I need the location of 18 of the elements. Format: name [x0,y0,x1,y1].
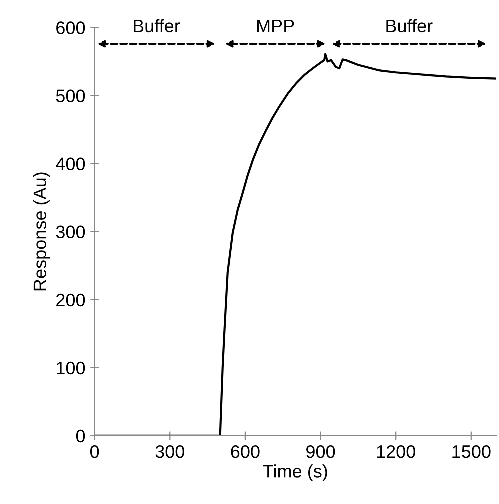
y-tick-label: 200 [56,294,86,307]
annotation: Buffer [134,19,180,33]
y-tick-label: 400 [56,158,86,171]
x-tick-label: 300 [156,445,184,458]
x-axis-title: Time (s) [263,464,328,482]
y-tick-label: 0 [76,430,86,443]
x-tick-label: 1500 [452,445,491,458]
annotation: Buffer [386,19,433,33]
x-tick-label: 600 [231,445,260,458]
y-axis-title: Response (Au) [33,172,50,291]
y-tick-label: 300 [56,226,86,239]
y-tick-label: 600 [56,22,86,34]
y-tick-label: 100 [57,362,86,375]
annotation: MPP [257,20,294,32]
x-tick-label: 0 [90,445,100,458]
x-tick-label: 1200 [377,445,416,458]
x-tick-label: 900 [306,445,336,458]
y-tick-label: 500 [56,90,86,102]
